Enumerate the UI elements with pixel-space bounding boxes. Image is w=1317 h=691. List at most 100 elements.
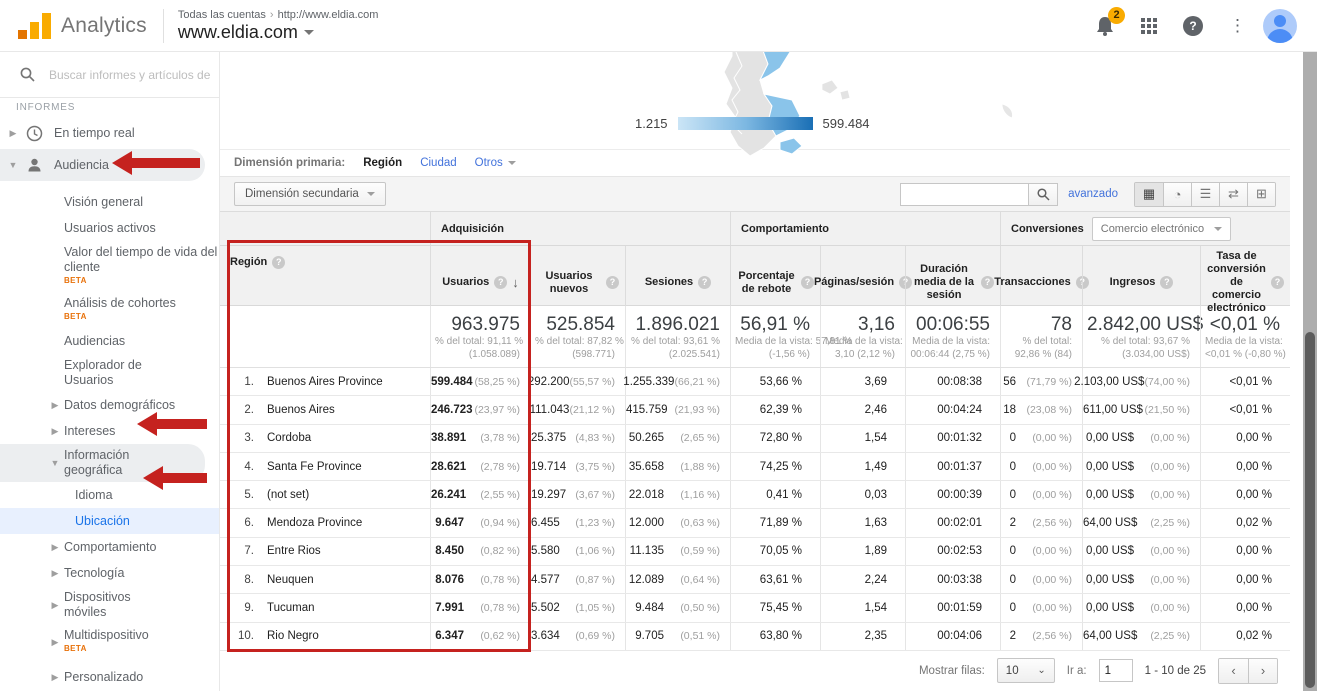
revenue-pct: (0,00 %) bbox=[1150, 545, 1190, 558]
conv-rate-cell: 0,00 % bbox=[1200, 566, 1290, 594]
users-value: 6.347 bbox=[435, 630, 464, 643]
sidebar-item-technology[interactable]: ▶ Tecnología bbox=[51, 566, 125, 580]
notifications-button[interactable]: 2 bbox=[1095, 6, 1125, 37]
sidebar-item-location[interactable]: Ubicación bbox=[0, 508, 219, 534]
region-name[interactable]: Santa Fe Province bbox=[267, 460, 362, 473]
expander-icon: ▶ bbox=[51, 425, 59, 436]
region-name[interactable]: Tucuman bbox=[267, 602, 315, 615]
sidebar-item-audiences[interactable]: Audiencias bbox=[64, 334, 126, 348]
bounce-value: 63,80 % bbox=[759, 630, 802, 643]
rows-per-page-select[interactable]: 10 ⌄ bbox=[996, 658, 1055, 684]
dimension-city[interactable]: Ciudad bbox=[420, 157, 457, 169]
primary-dimension-label: Dimensión primaria: bbox=[234, 157, 346, 169]
col-region[interactable]: Región bbox=[220, 246, 430, 319]
property-selector[interactable]: www.eldia.com bbox=[178, 22, 379, 43]
region-name[interactable]: Mendoza Province bbox=[267, 517, 363, 530]
sidebar-item-language[interactable]: Idioma bbox=[75, 488, 113, 502]
table-view-icon[interactable]: ▦ bbox=[1135, 182, 1163, 206]
region-name[interactable]: Rio Negro bbox=[267, 630, 319, 643]
chevron-down-icon bbox=[303, 29, 314, 35]
bounce-value: 63,61 % bbox=[759, 573, 802, 586]
help-icon[interactable] bbox=[1160, 276, 1174, 289]
chevron-down-icon bbox=[366, 192, 375, 196]
percentage-view-icon[interactable]: ◔ bbox=[1163, 182, 1191, 206]
help-icon[interactable] bbox=[494, 276, 508, 289]
sidebar-item-cross-device[interactable]: ▶ Multidispositivo BETA bbox=[0, 624, 219, 660]
advanced-link[interactable]: avanzado bbox=[1068, 188, 1118, 200]
sidebar-item-cohort-analysis[interactable]: Análisis de cohortes BETA bbox=[0, 292, 219, 328]
sidebar-item-mobile[interactable]: ▶ Dispositivos móviles bbox=[51, 590, 131, 619]
scrollbar[interactable] bbox=[1303, 52, 1317, 691]
new-users-cell: 19.714 (3,75 %) bbox=[530, 452, 625, 481]
argentina-map[interactable] bbox=[672, 46, 1032, 166]
col-new-users[interactable]: Usuarios nuevos bbox=[530, 246, 625, 319]
new-users-cell: 292.200 (55,57 %) bbox=[528, 368, 625, 396]
pivot-view-icon[interactable]: ⊞ bbox=[1247, 182, 1275, 206]
prev-page-button[interactable]: ‹ bbox=[1219, 658, 1248, 683]
region-cell: 9. Tucuman bbox=[220, 594, 430, 621]
sidebar-item-realtime[interactable]: ▶ En tiempo real bbox=[9, 125, 135, 141]
bounce-cell: 63,80 % bbox=[730, 622, 820, 650]
scrollbar-thumb[interactable] bbox=[1305, 332, 1315, 688]
col-sessions[interactable]: Sesiones bbox=[625, 246, 730, 319]
next-page-button[interactable]: › bbox=[1248, 658, 1277, 683]
col-avg-duration[interactable]: Duración media de la sesión bbox=[905, 246, 1000, 319]
table-search-input[interactable] bbox=[900, 182, 1029, 206]
region-cell: 7. Entre Rios bbox=[220, 538, 430, 565]
help-icon[interactable] bbox=[981, 276, 994, 289]
region-name[interactable]: Neuquen bbox=[267, 573, 314, 586]
pagination-bar: Mostrar filas: 10⌄ Ir a: 1 - 10 de 25 ‹ … bbox=[220, 650, 1290, 691]
apps-grid-icon[interactable] bbox=[1141, 17, 1157, 34]
sidebar-item-interests[interactable]: ▶ Intereses bbox=[51, 424, 116, 438]
sidebar-item-active-users[interactable]: Usuarios activos bbox=[64, 221, 156, 235]
analytics-logo-icon bbox=[18, 12, 51, 39]
table-row: 3. Cordoba 38.891 (3,78 %) 25.375 (4,83 %) 50.… bbox=[220, 424, 1290, 453]
more-vert-icon[interactable]: ⋮ bbox=[1229, 15, 1246, 35]
secondary-dimension-button[interactable]: Dimensión secundaria bbox=[234, 182, 386, 206]
conversions-goal-select[interactable]: Comercio electrónico bbox=[1091, 216, 1232, 241]
region-name[interactable]: (not set) bbox=[267, 488, 310, 501]
comparison-view-icon[interactable]: ⇄ bbox=[1219, 182, 1247, 206]
revenue-cell: 611,00 US$ (21,50 %) bbox=[1082, 396, 1200, 424]
col-users[interactable]: Usuarios↓ bbox=[430, 246, 530, 319]
sidebar-item-behavior[interactable]: ▶ Comportamiento bbox=[51, 540, 157, 554]
dimension-region[interactable]: Región bbox=[363, 157, 403, 169]
sidebar-item-custom[interactable]: ▶ Personalizado bbox=[51, 670, 144, 684]
sidebar-item-overview[interactable]: Visión general bbox=[64, 195, 143, 209]
sidebar-search[interactable]: Buscar informes y artículos de bbox=[0, 52, 219, 98]
expander-icon: ▼ bbox=[8, 160, 18, 170]
sidebar-item-user-explorer[interactable]: Explorador de Usuarios bbox=[64, 358, 142, 387]
sidebar-item-lifetime-value[interactable]: Valor del tiempo de vida del cliente BETA bbox=[0, 241, 219, 292]
help-icon[interactable] bbox=[606, 276, 619, 289]
col-revenue[interactable]: Ingresos bbox=[1082, 246, 1200, 319]
help-icon[interactable] bbox=[698, 276, 712, 289]
region-cell: 1. Buenos Aires Province bbox=[220, 368, 430, 395]
col-bounce-rate[interactable]: Porcentaje de rebote bbox=[730, 246, 820, 319]
region-name[interactable]: Cordoba bbox=[267, 432, 312, 445]
sessions-value: 12.000 bbox=[628, 517, 664, 530]
sidebar-item-demographics[interactable]: ▶ Datos demográficos bbox=[51, 397, 176, 412]
region-name[interactable]: Buenos Aires bbox=[267, 403, 335, 416]
help-icon[interactable]: ? bbox=[1183, 15, 1203, 36]
table-row: 6. Mendoza Province 9.647 (0,94 %) 6.455 (1,2… bbox=[220, 509, 1290, 538]
conv-rate-cell: 0,02 % bbox=[1200, 622, 1290, 650]
transactions-cell: 0 (0,00 %) bbox=[1000, 481, 1082, 509]
col-conversion-rate[interactable]: Tasa de conversión de comercio electróni… bbox=[1200, 246, 1290, 319]
sidebar-item-geo[interactable]: ▼ Información geográfica bbox=[0, 444, 205, 482]
breadcrumb[interactable]: Todas las cuentas › http://www.eldia.com bbox=[177, 8, 379, 21]
region-name[interactable]: Buenos Aires Province bbox=[267, 375, 383, 388]
revenue-pct: (0,00 %) bbox=[1150, 602, 1190, 615]
sidebar-item-audience[interactable]: ▼ Audiencia bbox=[0, 149, 205, 181]
transactions-cell: 0 (0,00 %) bbox=[1000, 566, 1082, 594]
revenue-value: 0,00 US$ bbox=[1086, 602, 1134, 615]
goto-page-input[interactable] bbox=[1098, 659, 1133, 683]
help-icon[interactable] bbox=[801, 276, 814, 289]
help-icon[interactable] bbox=[272, 256, 286, 269]
help-icon[interactable] bbox=[1271, 276, 1284, 289]
avatar[interactable] bbox=[1263, 8, 1297, 43]
dimension-other[interactable]: Otros bbox=[475, 157, 516, 169]
table-search-button[interactable] bbox=[1028, 182, 1059, 206]
region-name[interactable]: Entre Rios bbox=[267, 545, 321, 558]
sessions-pct: (0,50 %) bbox=[680, 602, 720, 615]
performance-view-icon[interactable]: ☰ bbox=[1191, 182, 1219, 206]
